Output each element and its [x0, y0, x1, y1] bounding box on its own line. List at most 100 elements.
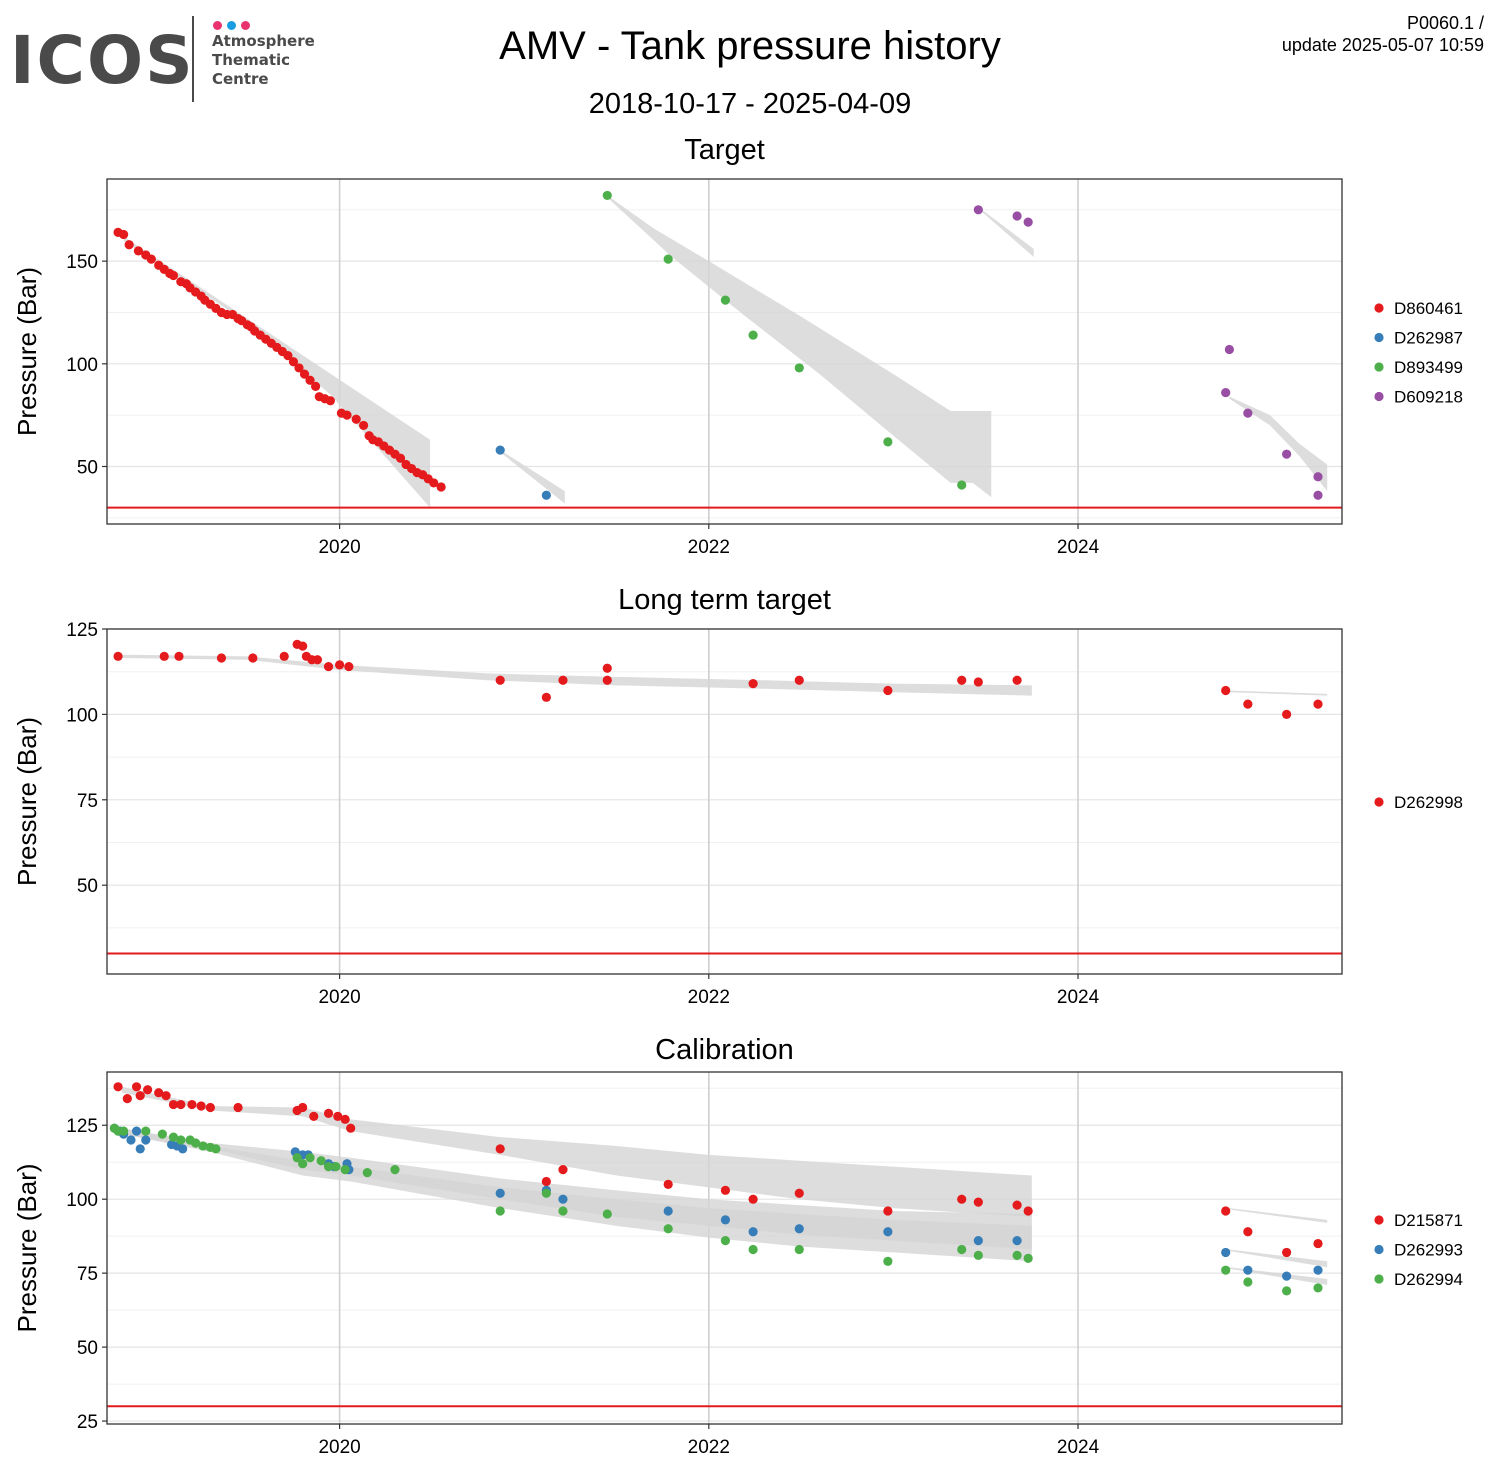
chart-panel — [102, 628, 1384, 979]
logo-dot — [241, 21, 250, 30]
data-point — [178, 1144, 188, 1154]
data-point — [141, 1126, 151, 1136]
legend-label: D609218 — [1394, 388, 1463, 407]
data-point — [1221, 1247, 1231, 1258]
data-point — [248, 653, 258, 663]
data-point — [1282, 709, 1292, 719]
y-axis-label: Pressure (Bar) — [12, 1163, 42, 1332]
y-axis-label: Pressure (Bar) — [12, 267, 42, 436]
uncertainty-band — [121, 1128, 1032, 1262]
data-point — [429, 478, 439, 488]
data-point — [294, 363, 304, 373]
data-point — [794, 1244, 804, 1255]
y-tick-label: 150 — [66, 252, 98, 273]
plot-frame — [106, 1071, 1343, 1425]
data-point — [1023, 1253, 1033, 1263]
data-point — [122, 1094, 132, 1104]
data-point — [316, 1156, 326, 1166]
y-tick-label: 75 — [77, 1264, 98, 1285]
data-point — [299, 369, 310, 379]
data-point — [305, 375, 315, 385]
x-tick-label: 2022 — [688, 537, 730, 558]
data-point — [720, 295, 731, 305]
data-point — [358, 420, 369, 431]
data-point — [113, 651, 123, 661]
logo-dot — [213, 21, 222, 30]
data-point — [436, 482, 446, 492]
data-point — [957, 675, 967, 685]
data-point — [323, 1162, 334, 1172]
data-point — [1012, 1250, 1022, 1260]
data-point — [390, 1165, 400, 1175]
x-tick-label: 2022 — [688, 1437, 730, 1458]
uncertainty-band — [607, 195, 992, 498]
data-point — [335, 660, 345, 670]
y-tick-label: 100 — [66, 705, 98, 726]
legend-label: D893499 — [1394, 358, 1463, 377]
data-point — [495, 1144, 505, 1154]
uncertainty-band — [1229, 690, 1328, 696]
data-point — [558, 675, 568, 685]
data-point — [292, 1153, 302, 1163]
legend-label: D215871 — [1394, 1211, 1463, 1230]
data-point — [1012, 211, 1022, 221]
y-tick-label: 75 — [77, 791, 98, 812]
data-point — [720, 1236, 731, 1246]
chart-panel — [102, 178, 1384, 529]
data-point — [233, 1102, 243, 1113]
data-point — [558, 1206, 568, 1216]
data-point — [1243, 1265, 1253, 1275]
x-tick-label: 2022 — [688, 987, 730, 1008]
y-tick-label: 25 — [77, 1412, 98, 1433]
data-point — [794, 363, 804, 373]
data-point — [340, 1165, 350, 1175]
y-tick-label: 125 — [66, 620, 98, 641]
data-point — [663, 1206, 673, 1216]
legend-swatch — [1374, 1215, 1384, 1225]
data-point — [305, 1153, 315, 1163]
data-point — [1221, 387, 1231, 398]
data-point — [973, 677, 983, 687]
data-point — [159, 651, 169, 661]
data-point — [168, 1132, 179, 1142]
page-title: AMV - Tank pressure history — [499, 24, 1001, 68]
uncertainty-band — [500, 450, 565, 504]
data-point — [344, 661, 354, 672]
data-point — [119, 1126, 129, 1136]
data-point — [124, 240, 134, 250]
y-tick-label: 100 — [66, 1190, 98, 1211]
x-tick-label: 2024 — [1057, 987, 1100, 1008]
data-point — [1243, 699, 1253, 709]
chart-panel — [102, 1071, 1384, 1429]
data-point — [541, 490, 551, 500]
data-point — [298, 1102, 308, 1113]
data-point — [333, 1111, 343, 1121]
data-point — [602, 1209, 612, 1219]
logo-dots — [213, 17, 255, 35]
data-point — [1012, 1236, 1022, 1246]
data-point — [1282, 1247, 1292, 1258]
data-point — [748, 1244, 758, 1255]
data-point — [362, 1167, 372, 1178]
data-point — [168, 270, 179, 281]
data-point — [794, 1188, 804, 1198]
data-point — [146, 254, 156, 264]
data-point — [720, 1185, 731, 1195]
data-point — [973, 1197, 983, 1207]
data-point — [126, 1135, 136, 1145]
data-point — [957, 480, 967, 490]
uncertainty-band — [118, 654, 1032, 696]
uncertainty-band — [982, 209, 1034, 258]
data-point — [1282, 1271, 1292, 1281]
data-point — [883, 685, 893, 696]
data-point — [325, 396, 335, 406]
data-point — [1221, 685, 1231, 696]
data-point — [663, 1179, 673, 1190]
data-point — [1313, 699, 1323, 709]
data-point — [541, 692, 551, 702]
data-point — [1224, 344, 1234, 355]
legend-label: D262987 — [1394, 329, 1463, 348]
logo-sub-line: Thematic — [212, 51, 291, 69]
data-point — [1243, 1227, 1253, 1237]
